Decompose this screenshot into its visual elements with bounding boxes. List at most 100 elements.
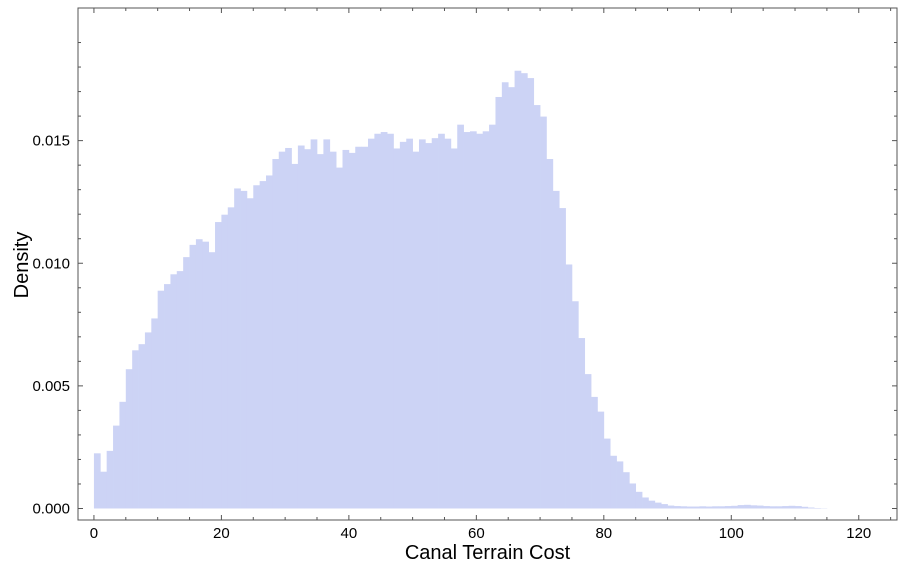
histogram-bar xyxy=(215,222,222,509)
histogram-bar xyxy=(157,290,165,509)
histogram-bar xyxy=(444,138,452,509)
histogram-bar xyxy=(176,271,184,509)
histogram-bar xyxy=(788,505,796,509)
histogram-bar xyxy=(744,504,751,509)
histogram-bar xyxy=(240,190,248,509)
histogram-bar xyxy=(170,274,178,509)
histogram-bar xyxy=(425,143,433,509)
y-tick-label: 0.000 xyxy=(32,501,70,518)
histogram-bar xyxy=(253,185,260,509)
histogram-bar xyxy=(571,301,579,509)
histogram-bar xyxy=(552,190,560,509)
histogram-bar xyxy=(246,198,254,509)
histogram-bar xyxy=(310,139,318,509)
histogram-bar xyxy=(100,471,108,509)
histogram-bar xyxy=(342,149,350,509)
histogram-bar xyxy=(132,350,139,509)
histogram-bar xyxy=(406,138,413,509)
x-tick-label: 40 xyxy=(341,525,358,542)
histogram-bar xyxy=(329,151,337,509)
histogram-bar xyxy=(654,502,662,509)
histogram-bar xyxy=(731,505,739,509)
histogram-bar xyxy=(763,506,770,509)
histogram-bar xyxy=(266,175,273,509)
histogram-bar xyxy=(476,133,484,509)
histogram-bar xyxy=(336,167,343,509)
histogram-bar xyxy=(629,483,637,509)
histogram-bar xyxy=(164,284,171,509)
histogram-bar xyxy=(208,252,216,509)
histogram-bar xyxy=(125,369,133,509)
histogram-bar xyxy=(151,318,159,509)
y-tick-label: 0.015 xyxy=(32,133,70,150)
histogram-bar xyxy=(680,506,688,509)
histogram-bar xyxy=(699,506,707,509)
plot-border xyxy=(77,7,898,521)
histogram-bar xyxy=(775,506,783,509)
histogram-bar xyxy=(756,505,764,509)
histogram-bar xyxy=(418,139,426,509)
histogram-bar xyxy=(527,78,535,509)
histogram-bar xyxy=(93,453,101,509)
histogram-bar xyxy=(138,344,146,509)
histogram-bar xyxy=(438,133,445,509)
histogram-bar xyxy=(520,73,528,509)
histogram-bar xyxy=(393,148,401,509)
histogram-bar xyxy=(686,506,694,509)
histogram-bar xyxy=(221,214,229,509)
histogram-bar xyxy=(597,411,605,509)
histogram-bar xyxy=(533,105,541,509)
axis-tick-labels: 0 20 40 60 80 100 120 0.000 0.005 0.010 0.015 xyxy=(32,133,871,542)
histogram-bar xyxy=(661,504,668,509)
histogram-bar xyxy=(501,82,509,509)
histogram-bar xyxy=(622,472,630,509)
histogram-bar xyxy=(457,124,464,509)
histogram-bar xyxy=(782,506,789,509)
histogram-bar xyxy=(202,241,209,509)
x-tick-label: 0 xyxy=(90,525,98,542)
histogram-bar xyxy=(648,500,656,509)
histogram-bar xyxy=(189,244,197,509)
y-axis-title: Density xyxy=(11,232,33,299)
histogram-bar xyxy=(495,96,503,509)
histogram-bar xyxy=(750,505,758,509)
histogram-bar xyxy=(801,506,809,509)
axis-ticks xyxy=(78,8,897,520)
histogram-bar xyxy=(387,133,394,509)
histogram-bar xyxy=(234,188,241,509)
histogram-bar xyxy=(355,146,362,509)
histogram-bar xyxy=(482,131,490,509)
histogram-bar xyxy=(807,507,815,509)
histogram-bar xyxy=(673,506,681,509)
histogram-bar xyxy=(508,87,515,509)
histogram-bar xyxy=(113,425,120,509)
x-axis-title: Canal Terrain Cost xyxy=(405,542,571,564)
histogram-bar xyxy=(348,152,356,509)
plot-frame xyxy=(77,7,898,521)
histogram-bar xyxy=(450,148,458,509)
histogram-bars xyxy=(93,70,828,509)
histogram-bar xyxy=(769,506,777,509)
histogram-bar xyxy=(106,450,114,509)
histogram-bar xyxy=(259,181,267,509)
histogram-bar xyxy=(119,401,127,509)
histogram-bar xyxy=(610,455,617,509)
histogram-bar xyxy=(559,208,566,509)
histogram-bar xyxy=(718,506,726,509)
histogram-bar xyxy=(304,149,311,509)
histogram-bar xyxy=(285,147,292,509)
histogram-bar xyxy=(489,124,496,509)
histogram-bar xyxy=(374,133,382,509)
histogram-bar xyxy=(591,396,598,509)
histogram-bar xyxy=(667,505,675,509)
histogram-bar xyxy=(278,151,286,509)
histogram-bar xyxy=(291,163,299,509)
histogram-bar xyxy=(635,491,643,509)
histogram-bar xyxy=(317,154,324,509)
histogram-bar xyxy=(795,506,802,509)
histogram-bar xyxy=(705,506,713,509)
x-tick-label: 60 xyxy=(468,525,485,542)
histogram-bar xyxy=(144,332,152,509)
histogram-bar xyxy=(463,132,471,509)
